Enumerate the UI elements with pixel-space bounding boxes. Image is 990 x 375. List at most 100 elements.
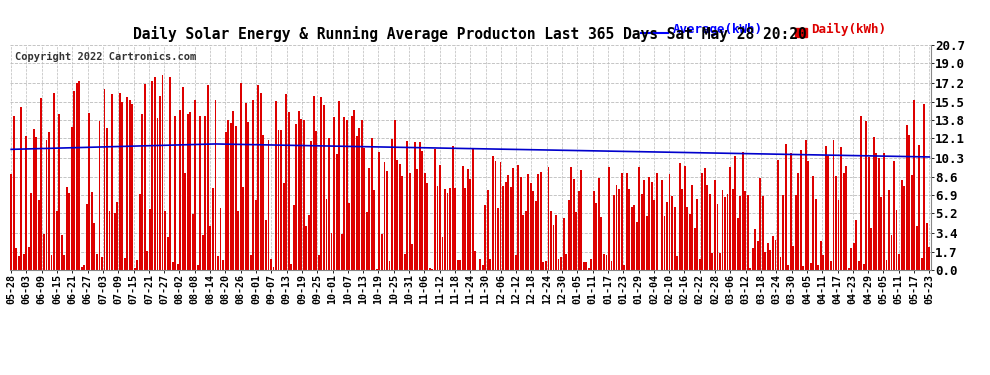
Bar	[151, 81, 153, 270]
Bar	[404, 254, 406, 270]
Title: Daily Solar Energy & Running Average Producton Last 365 Days Sat May 28 20:20: Daily Solar Energy & Running Average Pro…	[134, 27, 807, 42]
Bar	[590, 260, 592, 270]
Bar	[719, 253, 721, 270]
Bar	[267, 140, 269, 270]
Bar	[852, 243, 854, 270]
Bar	[429, 268, 431, 270]
Bar	[825, 146, 827, 270]
Bar	[676, 256, 678, 270]
Bar	[217, 256, 219, 270]
Bar	[714, 180, 716, 270]
Bar	[520, 177, 522, 270]
Bar	[740, 196, 742, 270]
Bar	[583, 262, 585, 270]
Bar	[880, 197, 882, 270]
Bar	[547, 167, 549, 270]
Bar	[820, 241, 822, 270]
Bar	[159, 96, 161, 270]
Bar	[454, 188, 456, 270]
Bar	[142, 114, 144, 270]
Bar	[109, 211, 111, 270]
Bar	[417, 169, 418, 270]
Bar	[350, 116, 352, 270]
Bar	[835, 176, 837, 270]
Bar	[31, 193, 33, 270]
Bar	[321, 97, 323, 270]
Bar	[636, 222, 638, 270]
Bar	[70, 127, 72, 270]
Bar	[515, 255, 517, 270]
Bar	[18, 256, 20, 270]
Bar	[41, 98, 43, 270]
Bar	[679, 163, 680, 270]
Bar	[96, 254, 98, 270]
Bar	[311, 141, 312, 270]
Bar	[634, 205, 636, 270]
Bar	[903, 186, 905, 270]
Bar	[474, 251, 476, 270]
Bar	[742, 153, 743, 270]
Bar	[238, 211, 240, 270]
Bar	[26, 136, 28, 270]
Bar	[593, 191, 595, 270]
Bar	[439, 165, 441, 270]
Bar	[865, 122, 867, 270]
Bar	[696, 199, 698, 270]
Bar	[543, 262, 545, 270]
Bar	[93, 223, 95, 270]
Bar	[91, 192, 93, 270]
Bar	[101, 257, 103, 270]
Bar	[386, 171, 388, 270]
Bar	[348, 203, 350, 270]
Bar	[210, 226, 212, 270]
Bar	[121, 102, 123, 270]
Bar	[169, 77, 171, 270]
Bar	[222, 260, 224, 270]
Bar	[552, 225, 554, 270]
Bar	[712, 253, 714, 270]
Bar	[663, 216, 665, 270]
Bar	[735, 156, 736, 270]
Bar	[394, 120, 396, 270]
Bar	[631, 207, 633, 270]
Bar	[50, 255, 52, 270]
Bar	[704, 168, 706, 270]
Bar	[15, 248, 17, 270]
Bar	[575, 212, 577, 270]
Bar	[10, 174, 12, 270]
Bar	[921, 258, 923, 270]
Bar	[550, 210, 551, 270]
Bar	[528, 174, 530, 270]
Bar	[422, 151, 424, 270]
Bar	[749, 268, 751, 270]
Bar	[681, 189, 683, 270]
Bar	[207, 86, 209, 270]
Bar	[328, 138, 330, 270]
Bar	[197, 266, 199, 270]
Bar	[399, 164, 401, 270]
Bar	[137, 260, 139, 270]
Bar	[139, 194, 141, 270]
Bar	[46, 141, 48, 270]
Bar	[252, 100, 254, 270]
Bar	[144, 84, 146, 270]
Bar	[779, 257, 781, 270]
Bar	[792, 246, 794, 270]
Bar	[810, 263, 812, 270]
Bar	[717, 204, 719, 270]
Bar	[245, 103, 247, 270]
Bar	[288, 112, 290, 270]
Bar	[212, 188, 214, 270]
Bar	[43, 234, 45, 270]
Bar	[308, 214, 310, 270]
Bar	[671, 196, 673, 270]
Bar	[841, 147, 842, 270]
Bar	[512, 168, 514, 270]
Bar	[434, 150, 436, 270]
Bar	[868, 157, 870, 270]
Bar	[746, 195, 748, 270]
Bar	[800, 150, 802, 270]
Bar	[500, 162, 502, 270]
Bar	[243, 187, 245, 270]
Bar	[333, 117, 335, 270]
